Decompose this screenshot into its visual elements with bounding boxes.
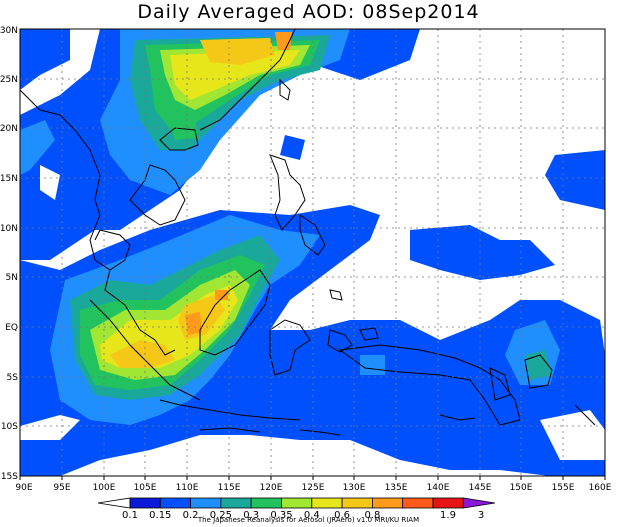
colorbar-label: 0.2 (183, 510, 199, 521)
colorbar-swatch (341, 497, 373, 509)
lon-label: 130E (343, 483, 366, 493)
lon-label: 95E (53, 483, 70, 493)
colorbar-label: 0.1 (122, 510, 138, 521)
aod-region-none (20, 415, 80, 440)
colorbar-swatch (159, 497, 192, 509)
colorbar-swatch (97, 497, 131, 509)
map-title: Daily Averaged AOD: 08Sep2014 (137, 1, 480, 23)
lon-label: 155E (552, 483, 575, 493)
lon-label: 125E (302, 483, 325, 493)
colorbar-swatch (432, 497, 464, 509)
axis-ticks (19, 476, 606, 480)
colorbar-swatch (250, 497, 282, 509)
colorbar-swatch (311, 497, 343, 509)
lon-labels: 90E 95E 100E 105E 110E 115E 120E 125E 13… (15, 483, 611, 493)
lon-label: 150E (510, 483, 533, 493)
aod-region-low (20, 29, 70, 90)
aod-region-orange (200, 38, 275, 65)
aod-region-mid (20, 120, 55, 175)
colorbar-label: 0.35 (270, 510, 292, 521)
aod-region-orange (110, 340, 175, 368)
credit-text: The Japanese Reanalysis for Aerosol (JRA… (197, 516, 420, 524)
lon-label: 110E (176, 483, 199, 493)
aod-field (20, 29, 605, 476)
lat-label: 30N (0, 26, 18, 36)
lat-label: 10N (0, 224, 18, 234)
lat-label: 20N (0, 124, 18, 134)
aod-region-high (215, 290, 228, 300)
colorbar-label: 0.8 (364, 510, 380, 521)
aod-region-low (280, 135, 305, 160)
aod-region-yellow (170, 50, 300, 100)
colorbar-label: 3 (478, 510, 484, 521)
lon-label: 90E (15, 483, 32, 493)
lon-label: 120E (260, 483, 283, 493)
colorbar-label: 0.4 (304, 510, 320, 521)
lat-label: 25N (0, 75, 18, 85)
lon-label: 145E (469, 483, 492, 493)
aod-region-none (40, 165, 60, 200)
colorbar-swatch (371, 497, 404, 509)
colorbar-label: 0.6 (334, 510, 350, 521)
colorbar-label: 0.15 (149, 510, 171, 521)
lon-label: 140E (427, 483, 450, 493)
lat-label: 5S (7, 373, 19, 383)
lat-label: EQ (5, 323, 18, 333)
aod-region-high (185, 312, 202, 335)
colorbar-swatch (220, 497, 252, 509)
lon-label: 105E (134, 483, 157, 493)
colorbar-label: 0.25 (210, 510, 232, 521)
colorbar-label: 1.9 (440, 510, 456, 521)
aod-region-low (545, 150, 605, 210)
lat-label: 15N (0, 174, 18, 184)
lon-label: 160E (589, 483, 612, 493)
colorbar (97, 497, 496, 509)
lat-label: 5N (6, 273, 18, 283)
aod-region-mid (360, 355, 385, 375)
colorbar-swatch (462, 497, 496, 509)
aod-region-none (540, 410, 605, 460)
lat-label: 10S (1, 422, 18, 432)
colorbar-swatch (281, 497, 313, 509)
graticule (20, 29, 605, 476)
coastlines (19, 28, 596, 436)
colorbar-swatch (129, 497, 161, 509)
lon-label: 115E (218, 483, 241, 493)
colorbar-label: 0.3 (243, 510, 259, 521)
lon-label: 135E (385, 483, 408, 493)
lon-label: 100E (93, 483, 116, 493)
lat-labels: 30N 25N 20N 15N 10N 5N EQ 5S 10S 15S (0, 26, 18, 482)
colorbar-swatch (190, 497, 222, 509)
aod-region-low (410, 225, 555, 280)
lat-label: 15S (1, 472, 18, 482)
colorbar-labels: 0.1 0.15 0.2 0.25 0.3 0.35 0.4 0.6 0.8 1… (122, 510, 484, 521)
colorbar-swatch (402, 497, 434, 509)
